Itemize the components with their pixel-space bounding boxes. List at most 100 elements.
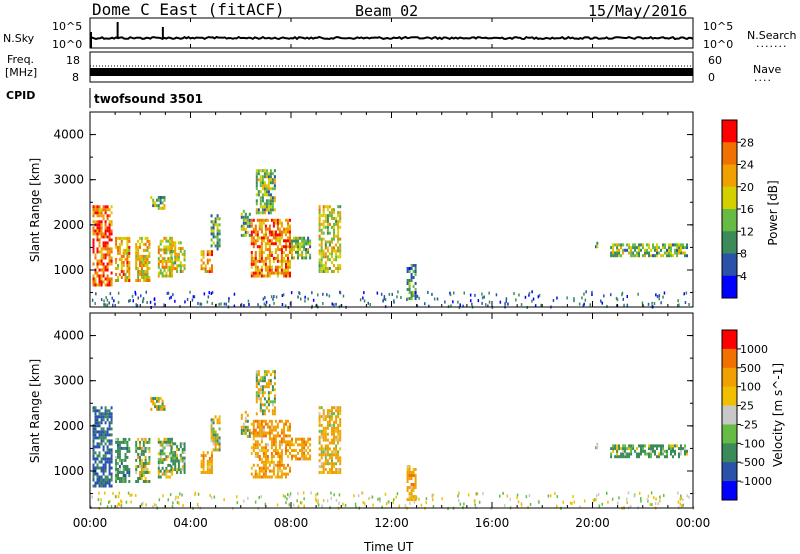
velocity-cell: [293, 449, 295, 452]
velocity-cell: [159, 452, 162, 456]
velocity-cell: [102, 415, 105, 419]
velocity-cell: [297, 443, 299, 447]
velocity-cell: [110, 448, 113, 452]
power-cell: [622, 297, 624, 301]
power-cell: [324, 243, 327, 247]
power-cell: [126, 251, 129, 255]
velocity-cell: [171, 437, 173, 441]
power-cell: [273, 169, 276, 173]
power-cell: [283, 259, 285, 263]
power-cell: [285, 271, 287, 275]
velocity-cell: [476, 492, 479, 496]
velocity-cell: [115, 455, 118, 459]
power-cell: [161, 274, 164, 278]
power-cell: [291, 250, 293, 254]
velocity-cell: [90, 505, 92, 509]
power-cell: [495, 293, 498, 297]
power-cell: [148, 239, 151, 243]
power-cell: [144, 254, 147, 258]
freq-tick-top: 18: [66, 54, 80, 67]
velocity-cell: [271, 403, 274, 407]
power-cell: [108, 214, 111, 218]
velocity-cell: [414, 498, 417, 502]
power-cell: [208, 267, 211, 271]
velocity-cell: [156, 407, 158, 411]
power-cell: [322, 255, 325, 259]
velocity-cell: [177, 459, 180, 463]
power-cell: [244, 212, 247, 216]
velocity-cell: [680, 444, 682, 448]
velocity-cell: [268, 428, 271, 432]
velocity-cell: [102, 478, 105, 482]
power-cell: [139, 270, 141, 273]
power-cell: [391, 292, 393, 296]
power-cell: [242, 218, 245, 222]
velocity-cell: [265, 385, 268, 389]
power-cell: [287, 224, 289, 228]
velocity-cell: [658, 455, 660, 459]
power-cell: [418, 296, 420, 300]
power-cell: [254, 262, 257, 266]
power-cell: [98, 214, 101, 218]
velocity-cell: [183, 459, 186, 463]
velocity-cell: [152, 505, 154, 509]
velocity-cell: [646, 452, 648, 456]
power-cell: [339, 249, 342, 253]
power-cell: [632, 251, 635, 255]
velocity-cell: [263, 385, 266, 389]
power-cell: [167, 291, 170, 295]
power-cell: [396, 295, 398, 299]
power-colorbar-tick-label: 24: [740, 159, 754, 172]
velocity-cell: [287, 455, 289, 458]
velocity-cell: [108, 478, 111, 482]
power-cell: [616, 298, 619, 302]
velocity-cell: [303, 497, 305, 501]
power-cell: [163, 265, 166, 269]
velocity-cell: [179, 453, 182, 457]
power-cell: [320, 237, 323, 241]
velocity-cell: [627, 491, 630, 495]
power-cell: [614, 254, 617, 258]
power-cell: [256, 236, 259, 240]
velocity-cell: [258, 434, 261, 438]
velocity-cell: [265, 373, 268, 377]
power-cell: [318, 258, 321, 262]
velocity-cell: [326, 409, 329, 413]
power-cell: [322, 270, 325, 273]
velocity-cell: [414, 480, 417, 483]
velocity-cell: [96, 463, 99, 467]
power-cell: [165, 265, 168, 269]
power-cell: [263, 172, 266, 176]
power-cell: [167, 248, 170, 252]
power-cell: [658, 246, 660, 250]
power-cell: [102, 253, 105, 257]
power-cell: [270, 239, 273, 243]
velocity-cell: [118, 477, 121, 480]
velocity-cell: [274, 443, 277, 447]
velocity-cell: [274, 428, 277, 432]
velocity-cell: [660, 449, 662, 453]
power-cell: [331, 249, 333, 253]
power-cell: [680, 248, 682, 252]
power-cell: [289, 218, 291, 222]
velocity-cell: [264, 443, 267, 447]
power-cell: [270, 271, 273, 275]
velocity-cell: [289, 434, 291, 438]
power-cell: [278, 259, 281, 263]
power-cell: [169, 242, 172, 246]
velocity-cell: [302, 491, 305, 495]
power-cell: [285, 274, 287, 278]
velocity-cell: [263, 409, 266, 413]
power-cell: [630, 254, 633, 258]
power-cell: [170, 247, 173, 250]
velocity-cell: [339, 420, 342, 424]
velocity-cell: [335, 447, 338, 451]
power-cell: [102, 241, 105, 245]
power-cell: [169, 245, 172, 249]
power-cell: [137, 270, 140, 273]
power-cell: [273, 301, 275, 305]
power-cell: [254, 265, 257, 269]
power-cell: [139, 279, 141, 282]
velocity-cell: [517, 500, 520, 504]
power-cell: [260, 224, 263, 228]
